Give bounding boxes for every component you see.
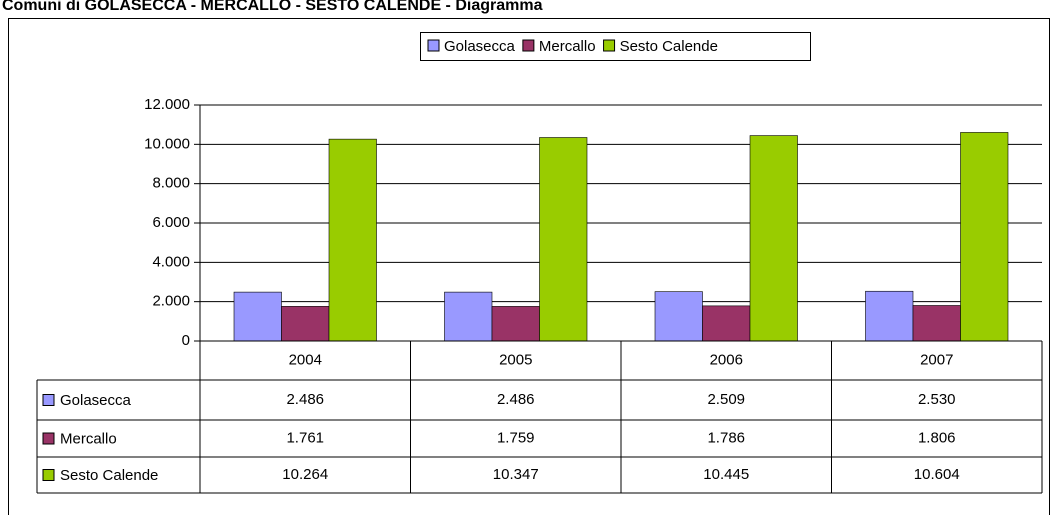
bar bbox=[865, 290, 914, 342]
table-value: 1.761 bbox=[286, 429, 324, 446]
table-value: 10.445 bbox=[703, 466, 749, 483]
legend-label: Golasecca bbox=[444, 38, 516, 55]
table-swatch bbox=[42, 469, 55, 481]
y-tick-label: 8.000 bbox=[152, 175, 190, 192]
y-tick-label: 12.000 bbox=[144, 96, 190, 113]
bar bbox=[281, 306, 330, 342]
bar bbox=[654, 291, 703, 342]
table-value: 2.509 bbox=[707, 391, 745, 408]
legend-swatch bbox=[522, 39, 535, 52]
chart-frame bbox=[8, 18, 1050, 515]
y-tick-label: 10.000 bbox=[144, 135, 190, 152]
table-value: 10.264 bbox=[282, 466, 328, 483]
table-swatch bbox=[42, 432, 55, 445]
legend-label: Mercallo bbox=[539, 38, 596, 55]
x-tick-label: 2007 bbox=[920, 351, 953, 368]
table-row-label: Golasecca bbox=[60, 392, 132, 409]
table-value: 10.347 bbox=[493, 466, 539, 483]
y-tick-label: 2.000 bbox=[152, 293, 190, 310]
legend-swatch bbox=[427, 39, 440, 52]
y-tick-label: 6.000 bbox=[152, 214, 190, 231]
table-value: 1.786 bbox=[707, 429, 745, 446]
bar bbox=[749, 135, 798, 342]
table-value: 1.806 bbox=[918, 429, 956, 446]
legend-swatch bbox=[603, 39, 616, 52]
legend-label: Sesto Calende bbox=[620, 38, 718, 55]
bar bbox=[491, 306, 540, 342]
x-tick-label: 2006 bbox=[710, 351, 743, 368]
bar bbox=[328, 138, 377, 342]
chart-title: Comuni di GOLASECCA - MERCALLO - SESTO C… bbox=[2, 0, 543, 14]
x-tick-label: 2004 bbox=[289, 351, 322, 368]
bar bbox=[702, 305, 751, 342]
table-swatch bbox=[42, 394, 55, 406]
table-value: 2.486 bbox=[286, 391, 324, 408]
y-tick-label: 0 bbox=[182, 332, 190, 349]
table-row-label: Sesto Calende bbox=[60, 467, 158, 484]
table-row-label: Mercallo bbox=[60, 430, 117, 447]
bar bbox=[912, 305, 961, 342]
y-tick-label: 4.000 bbox=[152, 253, 190, 270]
table-value: 1.759 bbox=[497, 429, 535, 446]
x-tick-label: 2005 bbox=[499, 351, 532, 368]
table-value: 10.604 bbox=[914, 466, 960, 483]
table-value: 2.530 bbox=[918, 391, 956, 408]
bar bbox=[960, 132, 1009, 342]
bar bbox=[444, 291, 493, 342]
legend-box bbox=[420, 32, 811, 61]
bar bbox=[539, 137, 588, 342]
bar bbox=[233, 291, 282, 342]
table-value: 2.486 bbox=[497, 391, 535, 408]
